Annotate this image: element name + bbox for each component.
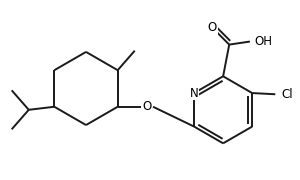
Text: Cl: Cl [281,88,293,101]
Text: O: O [142,100,152,113]
Text: OH: OH [255,35,273,48]
Text: O: O [208,21,217,34]
Text: N: N [190,87,199,100]
